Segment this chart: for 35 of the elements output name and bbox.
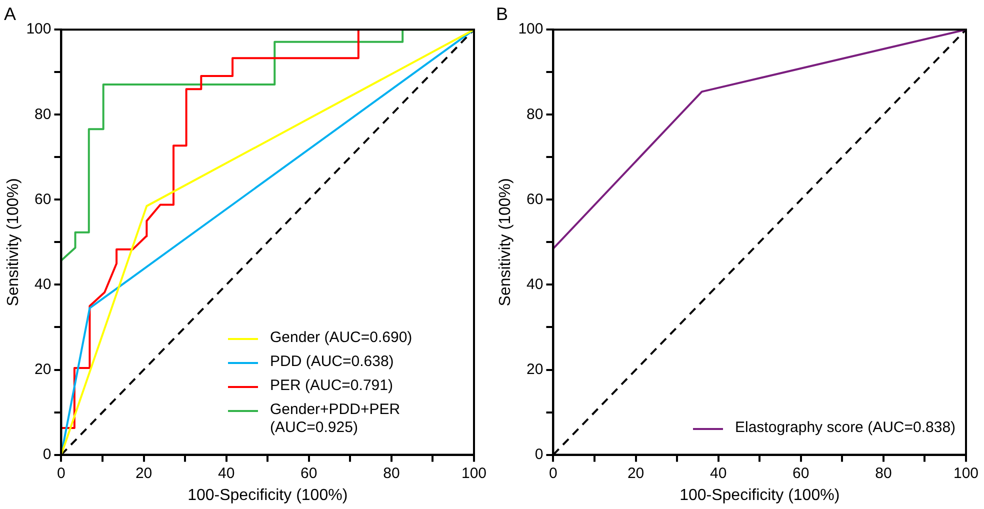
y-tick-label: 60 [526, 190, 544, 208]
x-tick-label: 20 [135, 464, 152, 482]
y-tick-label: 40 [34, 276, 52, 293]
y-tick-label: 80 [526, 106, 544, 123]
y-tick-label: 80 [34, 106, 52, 123]
x-tick-label: 40 [710, 464, 727, 482]
chart-title: A [4, 4, 16, 24]
y-tick-label: 100 [26, 20, 52, 38]
y-axis-title: Sensitivity (100%) [5, 178, 22, 306]
x-tick-label: 60 [300, 464, 318, 482]
y-tick-label: 40 [526, 276, 544, 293]
y-tick-label: 0 [534, 446, 544, 463]
legend-label: Elastography score (AUC=0.838) [735, 418, 956, 437]
legend-label: PER (AUC=0.791) [270, 376, 393, 395]
x-tick-label: 20 [627, 464, 644, 482]
y-tick-label: 60 [34, 190, 52, 208]
legend-label: Gender (AUC=0.690) [270, 328, 412, 347]
x-tick-label: 60 [792, 464, 810, 482]
y-tick-label: 20 [34, 360, 52, 378]
x-axis-title: 100-Specificity (100%) [188, 486, 348, 504]
chart-title: B [496, 4, 508, 24]
y-tick-label: 0 [42, 446, 52, 463]
legend-label: Gender+PDD+PER (AUC=0.925) [270, 400, 402, 437]
x-tick-label: 80 [383, 464, 400, 482]
y-tick-label: 100 [518, 20, 544, 38]
x-tick-label: 100 [461, 464, 487, 482]
y-axis-title: Sensitivity (100%) [497, 178, 514, 306]
x-tick-label: 0 [57, 464, 66, 482]
x-tick-label: 0 [549, 464, 558, 482]
x-tick-label: 100 [953, 464, 979, 482]
y-tick-label: 20 [526, 360, 544, 378]
x-axis-title: 100-Specificity (100%) [680, 486, 840, 504]
x-tick-label: 40 [218, 464, 235, 482]
x-tick-label: 80 [875, 464, 892, 482]
legend-label: PDD (AUC=0.638) [270, 352, 394, 371]
